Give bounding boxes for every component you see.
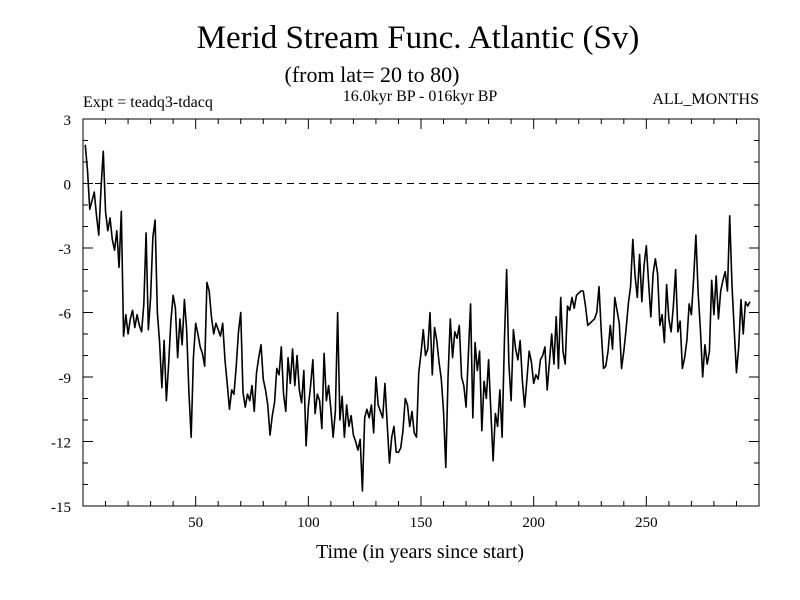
chart-subtitle: (from lat= 20 to 80) (285, 62, 460, 87)
x-tick-label: 100 (297, 515, 320, 531)
y-tick-label: -15 (51, 500, 71, 516)
x-tick-label: 50 (188, 515, 203, 531)
x-tick-label: 250 (635, 515, 658, 531)
plot-area: 3 0 -3 -6 -9 -12 -15 50 100 150 200 250 (51, 113, 760, 531)
y-tick-label: -6 (59, 307, 72, 323)
experiment-label: Expt = teadq3-tdacq (83, 94, 213, 111)
x-tick-label: 150 (410, 515, 433, 531)
x-tick-label: 200 (522, 515, 545, 531)
y-tick-label: -9 (59, 371, 72, 387)
y-tick-label: 0 (64, 178, 72, 194)
period-label: 16.0kyr BP - 016kyr BP (343, 88, 498, 105)
y-tick-label: -12 (51, 436, 71, 452)
y-tick-label: 3 (64, 113, 72, 129)
series-line (84, 144, 751, 492)
months-label: ALL_MONTHS (652, 91, 759, 108)
y-tick-label: -3 (59, 242, 72, 258)
chart-title: Merid Stream Func. Atlantic (Sv) (197, 20, 640, 56)
x-axis-label: Time (in years since start) (316, 541, 524, 563)
